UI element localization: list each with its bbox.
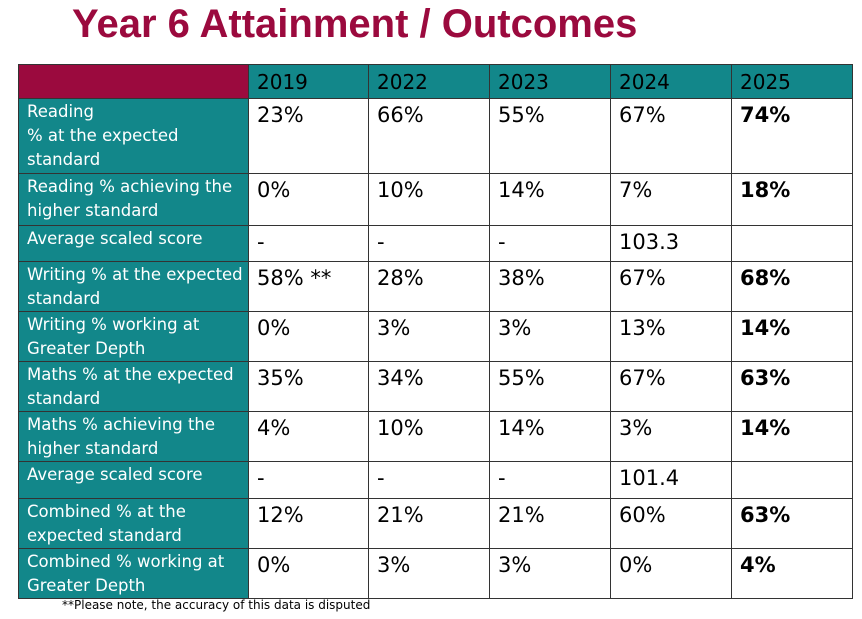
value-cell: 35% (248, 361, 369, 412)
value-cell: 18% (731, 173, 853, 226)
value-cell: 10% (368, 411, 490, 462)
value-cell: 21% (489, 498, 611, 549)
value-cell: - (368, 225, 490, 262)
value-cell: 55% (489, 361, 611, 412)
value-cell: 13% (610, 311, 732, 362)
value-cell (731, 461, 853, 499)
value-cell: 3% (610, 411, 732, 462)
value-cell: 14% (731, 311, 853, 362)
value-cell: 66% (368, 98, 490, 174)
value-cell: 0% (248, 548, 369, 599)
value-cell: 3% (489, 548, 611, 599)
value-cell: 68% (731, 261, 853, 312)
value-cell: 63% (731, 361, 853, 412)
value-cell: 67% (610, 261, 732, 312)
table-row: Maths % at the expected standard 35% 34% 55… (18, 361, 853, 412)
value-cell: 14% (489, 173, 611, 226)
value-cell: 34% (368, 361, 490, 412)
value-cell: - (368, 461, 490, 499)
value-cell: 3% (489, 311, 611, 362)
value-cell: 3% (368, 548, 490, 599)
row-label: Writing % working at Greater Depth (18, 311, 249, 362)
table-row: Reading % at the expected standard 23% 66%… (18, 98, 853, 174)
value-cell: 63% (731, 498, 853, 549)
row-label: Reading % at the expected standard (18, 98, 249, 174)
footnote: **Please note, the accuracy of this data… (62, 598, 371, 612)
row-label: Combined % at the expected standard (18, 498, 249, 549)
header-row: 2019 2022 2023 2024 2025 (18, 64, 853, 99)
value-cell: 0% (248, 311, 369, 362)
table-row: Average scaled score - - -103.3 (18, 225, 853, 262)
row-label: Writing % at the expected standard (18, 261, 249, 312)
year-header: 2022 (368, 64, 490, 99)
title: Year 6 Attainment / Outcomes (72, 2, 638, 46)
table-row: Reading % achieving the higher standard 0… (18, 173, 853, 226)
row-label: Reading % achieving the higher standard (18, 173, 249, 226)
row-label: Maths % at the expected standard (18, 361, 249, 412)
table-row: Writing % working at Greater Depth 0% 3% 3%… (18, 311, 853, 362)
table-row: Combined % working at Greater Depth 0% 3% 3… (18, 548, 853, 599)
table-row: Maths % achieving the higher standard 4% 1… (18, 411, 853, 462)
row-label: Maths % achieving the higher standard (18, 411, 249, 462)
row-label: Average scaled score (18, 225, 249, 262)
year-header: 2023 (489, 64, 611, 99)
year-header: 2019 (248, 64, 369, 99)
value-cell: 0% (610, 548, 732, 599)
year-header: 2025 (731, 64, 853, 99)
value-cell: 4% (248, 411, 369, 462)
value-cell: 7% (610, 173, 732, 226)
value-cell: 103.3 (610, 225, 732, 262)
value-cell: 28% (368, 261, 490, 312)
value-cell: 0% (248, 173, 369, 226)
value-cell: 4% (731, 548, 853, 599)
value-cell (731, 225, 853, 262)
row-label: Combined % working at Greater Depth (18, 548, 249, 599)
value-cell: 23% (248, 98, 369, 174)
table-row: Combined % at the expected standard 12% 21… (18, 498, 853, 549)
table-row: Average scaled score - - -101.4 (18, 461, 853, 499)
value-cell: 67% (610, 98, 732, 174)
value-cell: 67% (610, 361, 732, 412)
value-cell: - (248, 461, 369, 499)
value-cell: 21% (368, 498, 490, 549)
table-row: Writing % at the expected standard 58% **… (18, 261, 853, 312)
value-cell: 14% (489, 411, 611, 462)
value-cell: - (489, 225, 611, 262)
year-header: 2024 (610, 64, 732, 99)
value-cell: 58% ** (248, 261, 369, 312)
value-cell: 10% (368, 173, 490, 226)
value-cell: - (489, 461, 611, 499)
corner-cell (18, 64, 249, 99)
value-cell: 101.4 (610, 461, 732, 499)
value-cell: 14% (731, 411, 853, 462)
value-cell: 3% (368, 311, 490, 362)
table-body: Reading % at the expected standard 23% 66%… (18, 98, 853, 599)
value-cell: 55% (489, 98, 611, 174)
row-label: Average scaled score (18, 461, 249, 499)
value-cell: 12% (248, 498, 369, 549)
value-cell: 74% (731, 98, 853, 174)
value-cell: 60% (610, 498, 732, 549)
attainment-table: 2019 2022 2023 2024 2025 Reading % at the ex… (18, 64, 853, 599)
value-cell: 38% (489, 261, 611, 312)
value-cell: - (248, 225, 369, 262)
